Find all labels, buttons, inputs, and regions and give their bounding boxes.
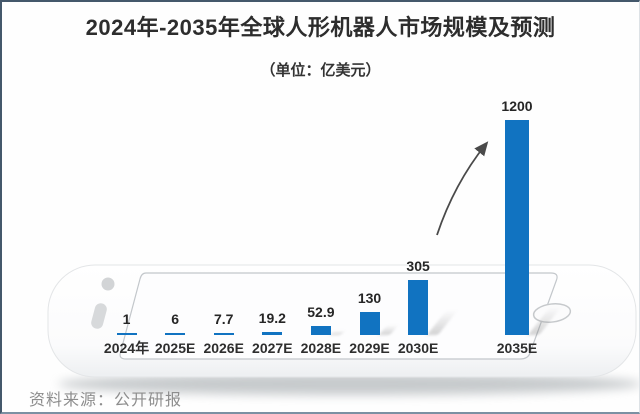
bar-2027E [262, 332, 283, 335]
bar-value-label: 6 [171, 311, 179, 327]
bar-2030E [408, 280, 429, 335]
bar-2024年 [116, 333, 137, 335]
bar-value-label: 19.2 [258, 310, 286, 326]
bar-2025E [165, 333, 186, 335]
speaker-slot-icon [91, 303, 107, 329]
bar-2029E [359, 312, 380, 335]
source-note: 资料来源：公开研报 [29, 392, 183, 409]
chart-title: 2024年-2035年全球人形机器人市场规模及预测 [85, 15, 556, 40]
bar-2028E [310, 326, 331, 335]
bar-value-label: 130 [357, 290, 382, 306]
axis-label: 2035E [496, 340, 538, 356]
bar-value-label: 7.7 [213, 311, 234, 327]
home-button-icon [532, 303, 572, 323]
axis-label: 2024年 [103, 340, 150, 356]
device-screen-outline [119, 272, 558, 360]
axis-label: 2028E [300, 340, 342, 356]
axis-label: 2027E [252, 340, 293, 356]
axis-label: 2026E [203, 340, 244, 356]
bar-2035E [505, 120, 529, 335]
axis-label: 2029E [349, 340, 390, 356]
axis-label: 2025E [154, 340, 196, 356]
bar-value-label: 1200 [501, 98, 533, 114]
camera-dot-icon [101, 277, 115, 291]
bar-value-label: 305 [406, 258, 430, 274]
chart-unit-label: （单位：亿美元） [260, 62, 381, 79]
bar-value-label: 1 [122, 311, 131, 327]
axis-label: 2030E [397, 340, 439, 356]
device-drop-shadow [58, 373, 639, 395]
bar-value-label: 52.9 [307, 304, 335, 320]
bar-2026E [213, 333, 234, 335]
